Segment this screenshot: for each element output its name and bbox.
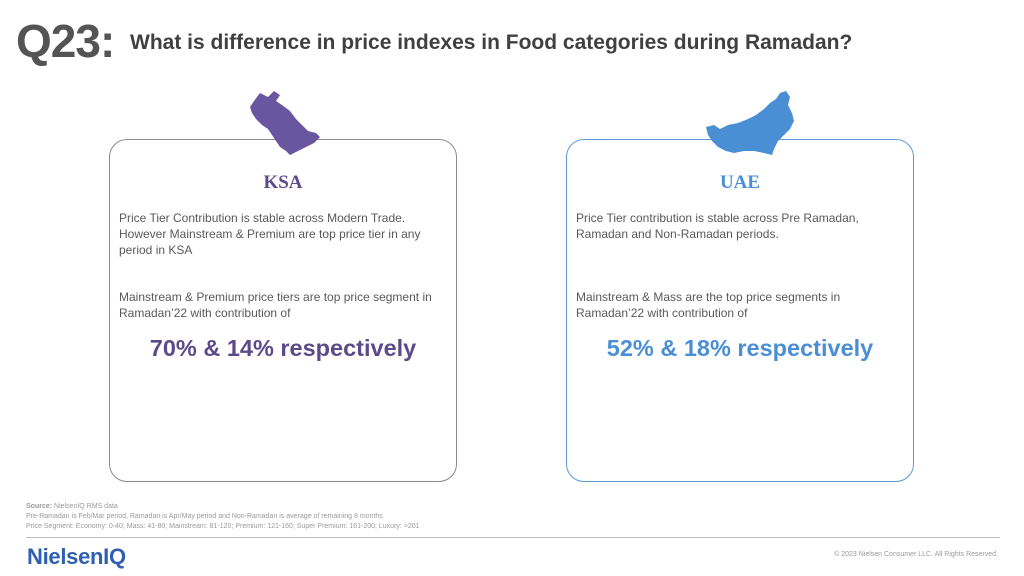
uae-paragraph-2: Mainstream & Mass are the top price segm… <box>576 290 841 320</box>
question-number: Q23: <box>16 15 115 67</box>
copyright: © 2023 Nielsen Consumer LLC. All Rights … <box>834 551 998 558</box>
price-segment-note: Price Segment: Economy: 0-40; Mass: 41-8… <box>26 523 420 530</box>
page-title: What is difference in price indexes in F… <box>130 31 853 54</box>
ksa-card: KSA Price Tier Contribution is stable ac… <box>109 139 457 482</box>
period-note: Pre-Ramadan is Feb/Mar period, Ramadan i… <box>26 513 383 520</box>
uae-card: UAE Price Tier contribution is stable ac… <box>566 139 914 482</box>
uae-paragraph-1: Price Tier contribution is stable across… <box>576 211 859 241</box>
uae-map-icon <box>706 91 794 155</box>
ksa-paragraph-1: Price Tier Contribution is stable across… <box>119 211 421 257</box>
source-text: NielsenIQ RMS data <box>52 503 118 510</box>
saudi-arabia-map-icon <box>250 91 320 155</box>
footer-notes: Source: NielsenIQ RMS data Pre-Ramadan i… <box>26 502 420 532</box>
uae-card-title: UAE <box>719 172 761 193</box>
source-label: Source: <box>26 503 53 510</box>
nielseniq-logo: NielsenIQ <box>27 544 126 569</box>
footer-divider <box>26 537 1000 538</box>
ksa-highlight: 70% & 14% respectively <box>149 335 417 361</box>
ksa-card-title: KSA <box>263 172 303 193</box>
uae-highlight: 52% & 18% respectively <box>606 335 874 361</box>
source-line: Source: NielsenIQ RMS data <box>26 502 420 512</box>
ksa-paragraph-2: Mainstream & Premium price tiers are top… <box>119 290 432 320</box>
